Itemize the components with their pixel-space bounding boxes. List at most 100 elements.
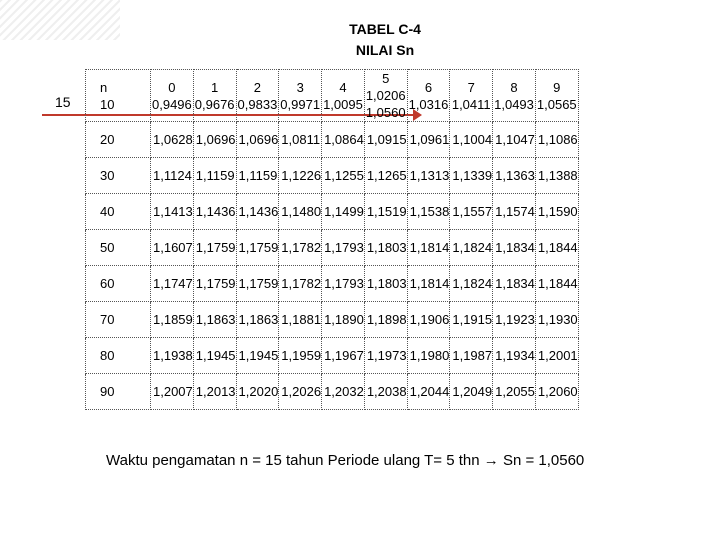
header-col-7: 7 1,0411: [449, 69, 494, 122]
header-col-6: 6 1,0316: [406, 69, 451, 122]
cell-value: 1,1945: [192, 337, 237, 374]
row-n-cell: 80: [85, 337, 151, 374]
header-col-8: 8 1,0493: [492, 69, 536, 122]
cell-value: 1,1824: [449, 229, 494, 266]
header-col-1: 1 0,9676: [192, 69, 237, 122]
footnote-result: Sn = 1,0560: [502, 452, 585, 469]
cell-value: 1,1834: [492, 229, 536, 266]
cell-value: 1,2044: [406, 373, 451, 410]
cell-value: 1,1255: [321, 157, 365, 194]
cell-value: 1,1803: [363, 265, 408, 302]
cell-value: 1,1973: [363, 337, 408, 374]
header-n-label: n: [100, 79, 108, 95]
cell-value: 1,1844: [534, 265, 579, 302]
cell-value: 1,2032: [321, 373, 365, 410]
cell-value: 1,1814: [406, 265, 451, 302]
cell-value: 1,1747: [150, 265, 194, 302]
cell-value: 1,1959: [278, 337, 323, 374]
corner-pattern: [0, 0, 120, 40]
cell-value: 1,1945: [235, 337, 280, 374]
row-n-cell: 90: [85, 373, 151, 410]
table-header-row: n 10 0 0,9496 1 0,9676 2 0,9833 3 0,9971 4 1,…: [85, 69, 579, 122]
cell-value: 1,0628: [150, 121, 194, 158]
cell-value: 1,1934: [492, 337, 536, 374]
cell-value: 1,1923: [492, 301, 536, 338]
cell-value: 1,1987: [449, 337, 494, 374]
cell-value: 1,1782: [278, 265, 323, 302]
cell-value: 1,2007: [150, 373, 194, 410]
cell-value: 1,1844: [534, 229, 579, 266]
cell-value: 1,1436: [192, 193, 237, 230]
cell-value: 1,1388: [534, 157, 579, 194]
cell-value: 1,1436: [235, 193, 280, 230]
cell-value: 1,1759: [235, 229, 280, 266]
cell-value: 1,1859: [150, 301, 194, 338]
cell-value: 1,0493: [494, 96, 534, 112]
column-label: 9: [553, 79, 561, 95]
table-row: 80 1,1938 1,1945 1,1945 1,1959 1,1967 1,1973 1,…: [85, 337, 579, 374]
sn-table: n 10 0 0,9496 1 0,9676 2 0,9833 3 0,9971 4 1,…: [85, 69, 579, 410]
table-row: 60 1,1747 1,1759 1,1759 1,1782 1,1793 1,1803 1,…: [85, 265, 579, 302]
cell-value: 1,1004: [449, 121, 494, 158]
cell-value: 0,9676: [194, 96, 235, 112]
column-label: 2: [253, 79, 262, 95]
cell-value: 1,0206: [365, 88, 406, 103]
row-n-cell: 60: [85, 265, 151, 302]
cell-value: 1,1086: [534, 121, 579, 158]
cell-value: 1,1759: [235, 265, 280, 302]
cell-value: 1,1863: [235, 301, 280, 338]
column-label: 6: [424, 79, 433, 95]
cell-value: 1,1607: [150, 229, 194, 266]
cell-value: 1,1557: [449, 193, 494, 230]
cell-value: 1,2049: [449, 373, 494, 410]
cell-value: 1,1363: [492, 157, 536, 194]
cell-value: 1,1930: [534, 301, 579, 338]
cell-value: 1,1159: [192, 157, 237, 194]
cell-value: 1,1915: [449, 301, 494, 338]
header-n-cell: n 10: [85, 69, 151, 122]
first-row-n: 10: [100, 96, 115, 112]
row-n-cell: 30: [85, 157, 151, 194]
row-n-cell: 50: [85, 229, 151, 266]
cell-value: 1,1159: [235, 157, 280, 194]
column-label: 3: [296, 79, 304, 95]
cell-value: 1,1413: [150, 193, 194, 230]
row-marker-label: 15: [55, 94, 71, 110]
cell-value: 1,1124: [150, 157, 194, 194]
footnote-text: Waktu pengamatan n = 15 tahun Periode ul…: [106, 452, 480, 469]
header-col-9: 9 1,0565: [534, 69, 579, 122]
cell-value: 1,1834: [492, 265, 536, 302]
cell-value: 1,1793: [321, 229, 365, 266]
cell-value: 1,0696: [235, 121, 280, 158]
cell-value: 1,1814: [406, 229, 451, 266]
cell-value: 1,1590: [534, 193, 579, 230]
column-label: 4: [339, 79, 347, 95]
title-line-2: NILAI Sn: [355, 42, 415, 58]
cell-value: 1,0411: [451, 96, 491, 112]
cell-value: 1,1793: [321, 265, 365, 302]
interpolated-value: 1,0560: [365, 105, 406, 120]
table-row: 90 1,2007 1,2013 1,2020 1,2026 1,2032 1,2038 1,…: [85, 373, 579, 410]
cell-value: 1,2060: [534, 373, 579, 410]
cell-value: 1,2001: [534, 337, 579, 374]
cell-value: 1,1938: [150, 337, 194, 374]
footnote: Waktu pengamatan n = 15 tahun Periode ul…: [106, 452, 584, 469]
cell-value: 1,1980: [406, 337, 451, 374]
page-title: TABEL C-4 NILAI Sn: [0, 19, 720, 61]
table-row: 40 1,1413 1,1436 1,1436 1,1480 1,1499 1,1519 1,…: [85, 193, 579, 230]
cell-value: 0,9833: [237, 96, 278, 112]
cell-value: 1,1519: [363, 193, 408, 230]
right-arrow-icon: →: [483, 452, 499, 469]
cell-value: 1,0316: [408, 96, 449, 112]
table-row: 20 1,0628 1,0696 1,0696 1,0811 1,0864 1,0915 1,…: [85, 121, 579, 158]
cell-value: 1,1967: [321, 337, 365, 374]
cell-value: 1,2020: [235, 373, 280, 410]
cell-value: 1,1313: [406, 157, 451, 194]
cell-value: 1,0915: [363, 121, 408, 158]
cell-value: 1,1824: [449, 265, 494, 302]
column-label: 7: [467, 79, 475, 95]
header-col-3: 3 0,9971: [278, 69, 323, 122]
cell-value: 1,2026: [278, 373, 323, 410]
cell-value: 1,1339: [449, 157, 494, 194]
cell-value: 1,1803: [363, 229, 408, 266]
